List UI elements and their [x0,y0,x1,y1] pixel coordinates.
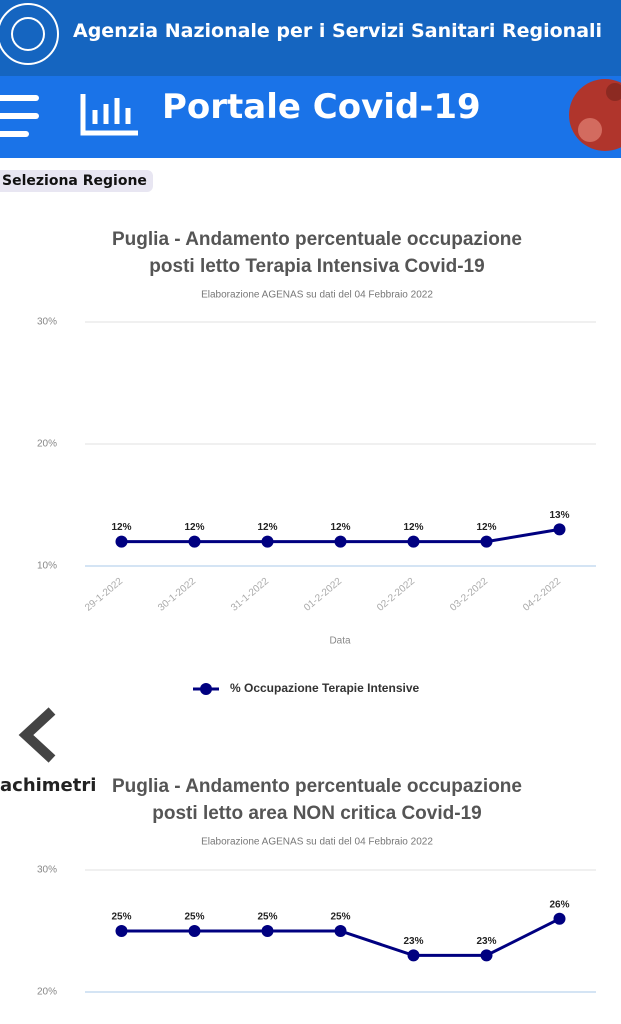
data-label: 12% [111,522,131,533]
agency-name: Agenzia Nazionale per i Servizi Sanitari… [73,20,603,42]
data-label: 25% [257,912,277,923]
region-button[interactable]: Seleziona Regione [0,170,153,192]
chart-subtitle: Elaborazione AGENAS su dati del 04 Febbr… [201,290,433,301]
x-tick-label: 30-1-2022 [156,576,198,614]
chart-subtitle: Elaborazione AGENAS su dati del 04 Febbr… [201,837,433,848]
data-label: 25% [111,912,131,923]
data-label: 13% [549,510,569,521]
data-label: 12% [403,522,423,533]
data-point [480,535,493,548]
data-point [553,523,566,536]
chart-title: posti letto area NON critica Covid-19 [152,803,481,824]
data-point [188,925,201,937]
x-axis-label: Data [329,636,351,647]
data-point [407,535,420,548]
y-tick-label: 20% [37,987,57,998]
y-tick-label: 30% [37,317,57,328]
chart-title: Puglia - Andamento percentuale occupazio… [112,776,522,797]
data-point [334,535,347,548]
y-tick-label: 10% [37,561,57,572]
data-label: 25% [330,912,350,923]
emblem [11,17,45,51]
data-point [334,925,347,937]
data-point [407,949,420,962]
header-icons [0,3,621,151]
data-label: 12% [476,522,496,533]
x-tick-label: 03-2-2022 [448,576,490,614]
menu-icon[interactable] [0,95,39,137]
data-label: 26% [549,899,569,910]
data-point [261,925,274,937]
chart-title: Puglia - Andamento percentuale occupazio… [112,229,522,250]
x-tick-label: 02-2-2022 [375,576,417,614]
data-label: 12% [257,522,277,533]
data-point [261,535,274,548]
legend-marker [200,683,212,695]
data-point [480,949,493,962]
x-tick-label: 29-1-2022 [83,576,125,614]
x-tick-label: 01-2-2022 [302,576,344,614]
data-label: 25% [184,912,204,923]
legend-label: % Occupazione Terapie Intensive [230,681,419,695]
data-label: 23% [403,936,423,947]
virus-image [569,79,621,151]
x-tick-label: 31-1-2022 [229,576,271,614]
data-point [115,535,128,548]
side-label: achimetri [0,775,97,796]
y-tick-label: 30% [37,865,57,876]
x-tick-label: 04-2-2022 [521,576,563,614]
data-label: 12% [184,522,204,533]
data-point [188,535,201,548]
chart-icon [80,94,138,136]
data-point [553,912,566,925]
data-label: 12% [330,522,350,533]
y-tick-label: 20% [37,439,57,450]
data-label: 23% [476,936,496,947]
prev-arrow[interactable] [14,705,64,765]
portal-title: Portale Covid-19 [162,87,481,127]
data-point [115,925,128,937]
chart-title: posti letto Terapia Intensiva Covid-19 [149,256,484,277]
top-bar [0,0,621,76]
emblem [0,3,59,65]
